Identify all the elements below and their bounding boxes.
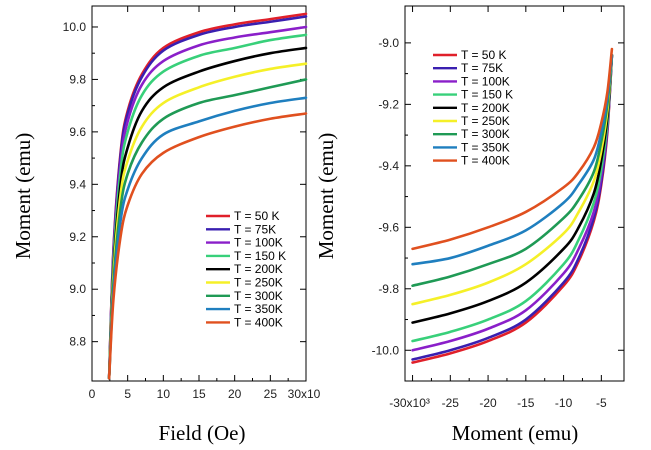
legend-label-1: T = 50 K [234,209,279,223]
x-axis-label: Field (Oe) [159,421,246,445]
legend-label-6: T = 250K [234,276,283,290]
legend-label-6: T = 250K [461,114,510,128]
y-tick-label: -9.6 [378,220,399,234]
y-tick-label: -9.8 [378,282,399,296]
y-tick-label: 9.4 [69,177,86,191]
x-tick-label: -10 [555,396,573,410]
right-chart: -9.0 -9.2 -9.4 -9.6 -9.8 -10.0 -30x10³ -25 -20 -1… [314,5,625,445]
y-tick-label: -10.0 [372,343,400,357]
legend-label-8: T = 350K [234,302,283,316]
x-tick-label: 5 [124,387,131,401]
series-line-8 [411,53,614,266]
plot-frame [404,5,625,382]
x-tick-label: 15 [192,387,206,401]
legend-label-5: T = 200K [461,101,510,115]
y-tick-label: 9.2 [69,230,86,244]
y-tick-label: -9.2 [378,97,399,111]
x-tick-label: -30x10³ [389,396,430,410]
x-tick-label: 25 [264,387,278,401]
legend-label-7: T = 300K [234,289,283,303]
legend-label-7: T = 300K [461,127,510,141]
legend-label-2: T = 75K [461,61,503,75]
x-tick-label: 10 [157,387,171,401]
x-axis-label: Moment (emu) [452,421,579,445]
legend-label-2: T = 75K [234,222,276,236]
y-tick-label: 9.6 [69,125,86,139]
x-tick-label: -25 [442,396,460,410]
legend-label-9: T = 400K [234,315,283,329]
series-line-9 [107,112,308,380]
x-tick-label: 30x10 [288,387,321,401]
legend-label-9: T = 400K [461,154,510,168]
series-line-6 [411,53,614,306]
legend-label-4: T = 150 K [461,88,513,102]
legend-label-3: T = 100K [461,74,510,88]
legend-label-1: T = 50 K [461,48,506,62]
y-tick-label: -9.4 [378,159,399,173]
x-tick-label: -15 [517,396,535,410]
y-tick-label: 9.0 [69,282,86,296]
x-tick-label: -20 [479,396,497,410]
y-tick-label: -9.0 [378,36,399,50]
y-tick-label: 8.8 [69,335,86,349]
x-tick-label: 20 [228,387,242,401]
y-axis-label: Moment (emu) [11,133,35,260]
series-line-7 [411,53,614,288]
y-tick-label: 9.8 [69,72,86,86]
series-line-9 [411,47,614,251]
legend-label-5: T = 200K [234,262,283,276]
legend-label-4: T = 150 K [234,249,286,263]
y-tick-label: 10.0 [63,20,87,34]
legend-label-3: T = 100K [234,236,283,250]
legend-label-8: T = 350K [461,140,510,154]
y-axis-label: Moment (emu) [314,133,338,260]
left-chart: 8.8 9.0 9.2 9.4 9.6 9.8 10.0 0 5 10 15 20 25 30x10 Fie… [11,5,321,445]
x-tick-label: 0 [89,387,96,401]
x-tick-label: -5 [596,396,607,410]
